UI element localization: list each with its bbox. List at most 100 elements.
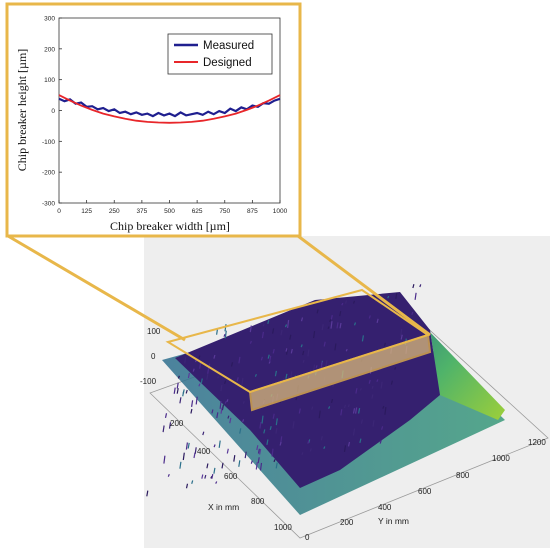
surface-spike <box>412 284 415 289</box>
surface-spike <box>274 370 277 377</box>
surface-spike <box>355 407 358 414</box>
surface-spike <box>250 460 253 464</box>
y-axis-label: Chip breaker height [µm] <box>15 49 29 172</box>
surface-spike <box>352 428 356 436</box>
surface-spike <box>323 341 326 347</box>
surface-spike <box>272 328 275 334</box>
surface-spike <box>280 329 283 336</box>
y-tick-label: 200 <box>44 46 55 53</box>
surface-spike <box>187 372 190 379</box>
surface-spike <box>224 330 227 339</box>
surface-spike <box>216 412 219 419</box>
series-lines <box>58 94 281 124</box>
surface-spike <box>341 302 344 306</box>
surface-spike <box>199 361 202 369</box>
surface-spike <box>263 429 266 434</box>
surface-spike <box>336 322 339 329</box>
surface-spike <box>282 377 285 381</box>
surface-spike <box>355 388 358 394</box>
surface-spike <box>311 406 314 410</box>
surface-spike <box>368 379 371 384</box>
x-tick-label: 600 <box>224 472 238 481</box>
x-tick-label: 200 <box>170 419 184 428</box>
y-tick-label: 1200 <box>528 438 546 447</box>
y-tick-label: 0 <box>51 108 55 115</box>
surface-spike <box>383 342 386 347</box>
surface-spike <box>257 448 260 454</box>
surface-spike <box>227 415 230 419</box>
surface-spike <box>179 461 182 469</box>
surface-spike <box>347 441 351 447</box>
surface-spike <box>215 481 218 484</box>
legend-label-designed: Designed <box>203 57 252 69</box>
x-tick-label: 500 <box>164 208 175 215</box>
surface-spike <box>327 326 330 329</box>
x-tick-label: 375 <box>136 208 147 215</box>
surface-spike <box>379 439 382 444</box>
surface-spike <box>194 447 197 454</box>
surface-spike <box>343 404 347 409</box>
surface-spike <box>273 459 276 463</box>
surface-spike <box>382 405 385 409</box>
surface-spike <box>298 408 301 414</box>
series-line-designed <box>58 94 281 124</box>
surface-spike <box>394 367 397 370</box>
surface-spike <box>400 334 403 340</box>
surface-spike <box>390 380 393 385</box>
surface-spike <box>198 383 201 387</box>
surface-spike <box>352 408 356 414</box>
surface-spike <box>190 408 193 414</box>
surface-spike <box>267 354 270 359</box>
surface-spike <box>168 422 172 429</box>
surface-spike <box>330 399 334 403</box>
legend: Measured Designed <box>167 33 273 75</box>
surface-spike <box>361 335 364 342</box>
x-tick-label: 400 <box>197 447 211 456</box>
surface-spike <box>267 320 270 324</box>
y-tick-label: 300 <box>44 16 55 23</box>
surface-right-edge <box>400 300 505 420</box>
surface-spike <box>262 323 265 327</box>
surface-spike <box>206 373 209 380</box>
surface-spike <box>204 474 207 479</box>
surface-spike <box>285 348 288 352</box>
surface-spike <box>261 331 264 339</box>
surface-spike <box>146 490 149 497</box>
surface-spike <box>320 436 323 441</box>
series-line-measured <box>58 97 281 118</box>
y-tick-label: 0 <box>305 533 310 542</box>
y-tick-label: 800 <box>456 471 470 480</box>
surface-spike <box>313 364 316 372</box>
surface-spike <box>358 407 361 414</box>
surface-spike <box>339 322 342 329</box>
surface-spike <box>315 365 318 369</box>
surface-spike <box>275 427 278 434</box>
surface-spike <box>332 384 335 388</box>
surface-spike <box>400 329 403 337</box>
surface-spike <box>198 355 201 359</box>
surface-spike <box>257 457 260 464</box>
x-tick-label: 1000 <box>274 523 292 532</box>
surface-spike <box>201 474 204 479</box>
surface-spike <box>368 315 371 319</box>
surface-spike <box>184 357 187 364</box>
surface-spike <box>371 385 374 389</box>
surface-spike <box>224 324 227 332</box>
surface-spike <box>295 397 298 401</box>
surface-spike <box>259 462 263 471</box>
surface-spike <box>352 300 356 304</box>
legend-box <box>167 33 273 75</box>
surface-spike <box>275 418 278 426</box>
x-axis-label: X in mm <box>208 502 239 512</box>
surface-spike <box>376 318 379 324</box>
surface-spike <box>302 350 305 356</box>
x-tick-label: 250 <box>109 208 120 215</box>
surface-spike <box>179 397 182 404</box>
surface-spike <box>272 413 275 419</box>
surface-spike <box>226 399 229 403</box>
surface-spike <box>345 348 348 352</box>
surface-spike <box>395 292 398 299</box>
surface-spike <box>260 356 263 361</box>
surface-spike <box>340 409 343 416</box>
